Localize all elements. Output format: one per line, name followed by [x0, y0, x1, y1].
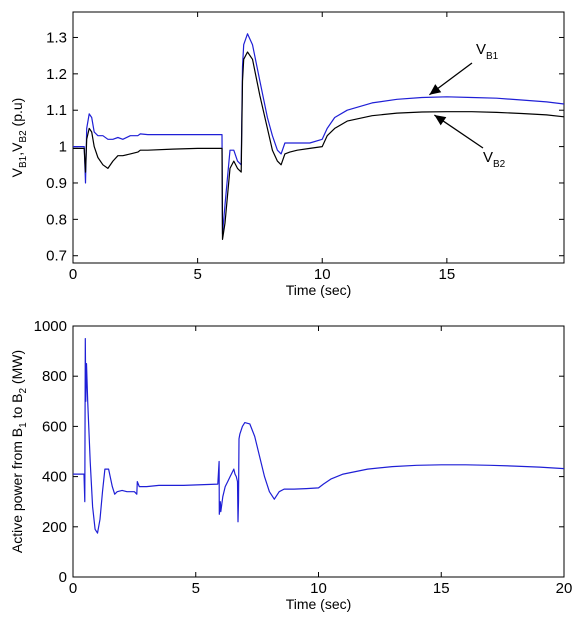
y-tick-label: 1000 [34, 318, 67, 335]
x-tick-label: 5 [192, 580, 200, 597]
top-ylabel-part: V [9, 167, 25, 177]
top-ylabel-part: ,V [9, 142, 25, 156]
bottom-ylabel-part: to B [9, 394, 25, 423]
bottom-y-axis-label: Active power from B1 to B2 (MW) [9, 350, 29, 553]
top-ylabel-sub1: B1 [18, 155, 29, 168]
y-tick-label: 200 [42, 519, 67, 536]
top-y-ticks: 0.7 0.8 0.9 1 1.1 1.2 1.3 [46, 29, 564, 265]
x-tick-label: 15 [433, 580, 450, 597]
x-tick-label: 5 [193, 266, 201, 283]
bottom-x-axis-label: Time (sec) [286, 596, 352, 612]
y-tick-label: 0.8 [46, 211, 67, 228]
top-ylabel-sub2: B2 [18, 130, 29, 143]
vb1-annotation: VB1 [429, 41, 499, 96]
bottom-series-group [73, 338, 565, 534]
top-y-axis-label: VB1,VB2 (p.u) [9, 98, 29, 178]
y-tick-label: 400 [42, 469, 67, 486]
bottom-y-ticks: 0 200 400 600 800 1000 [34, 318, 564, 586]
x-tick-label: 10 [314, 266, 331, 283]
y-tick-label: 1.1 [46, 102, 67, 119]
bottom-chart-panel: 0 5 10 15 20 0 200 400 600 800 1000 Time (sec) Ac… [9, 318, 572, 612]
y-tick-label: 1.2 [46, 66, 67, 83]
bottom-plot-area [72, 325, 565, 578]
top-ylabel-part: (p.u) [9, 98, 25, 131]
vb2-label-main: V [483, 149, 493, 166]
bottom-ylabel-sub1: 1 [18, 422, 29, 428]
vb2-annotation: VB2 [434, 114, 506, 170]
top-plot-area [72, 11, 565, 264]
y-tick-label: 0.9 [46, 175, 67, 192]
y-tick-label: 600 [42, 418, 67, 435]
y-tick-label: 1 [59, 139, 67, 156]
vb1-arrowhead [429, 84, 442, 95]
x-tick-label: 0 [69, 266, 77, 283]
top-series-group [73, 33, 565, 240]
vb2-arrowhead [434, 115, 447, 126]
y-tick-label: 800 [42, 368, 67, 385]
y-tick-label: 0 [59, 569, 67, 586]
bottom-ylabel-part: Active power from B [9, 428, 25, 553]
series-line-2 [73, 51, 565, 240]
x-tick-label: 10 [310, 580, 327, 597]
series-line-1 [73, 338, 565, 534]
top-x-axis-label: Time (sec) [286, 282, 352, 298]
x-tick-label: 0 [69, 580, 77, 597]
top-x-ticks: 0 5 10 15 [69, 12, 455, 283]
bottom-x-ticks: 0 5 10 15 20 [69, 326, 573, 597]
y-tick-label: 0.7 [46, 248, 67, 265]
series-line-1 [73, 33, 565, 235]
vb2-annotation-label: VB2 [483, 149, 506, 170]
x-tick-label: 20 [556, 580, 573, 597]
x-tick-label: 15 [439, 266, 456, 283]
vb2-label-sub: B2 [493, 159, 506, 170]
vb1-label-sub: B1 [486, 51, 499, 62]
y-tick-label: 1.3 [46, 29, 67, 46]
vb1-annotation-label: VB1 [476, 41, 499, 62]
top-chart-panel: 0 5 10 15 0.70.80.911.11.21.3 Time (sec) VB… [9, 11, 565, 298]
bottom-ylabel-part: (MW) [9, 350, 25, 388]
bottom-ylabel-sub2: 2 [18, 388, 29, 394]
vb1-label-main: V [476, 41, 486, 58]
